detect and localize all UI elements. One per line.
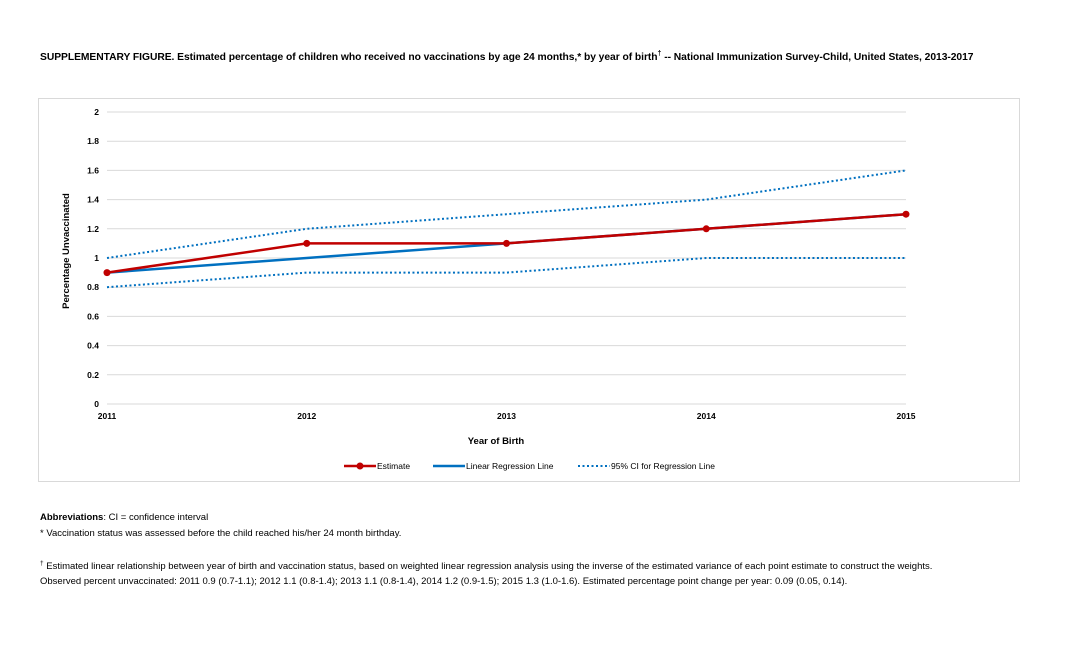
dagger-note-line1: Estimated linear relationship between ye… (43, 561, 933, 572)
title-dagger: † (657, 50, 662, 58)
y-tick-label: 0.8 (87, 282, 99, 292)
estimate-point-2014 (702, 225, 710, 233)
legend: Estimate Linear Regression Line 95% CI for… (344, 461, 715, 471)
series-line-95-ci-for-regression-line (106, 169, 907, 259)
chart-frame (38, 98, 1020, 482)
x-tick-label: 2014 (697, 411, 716, 421)
legend-label-estimate: Estimate (377, 461, 410, 471)
estimate-point-2012 (303, 239, 311, 247)
y-tick-label: 0.6 (87, 311, 99, 321)
y-tick-label: 0 (94, 399, 99, 409)
x-tick-label: 2015 (897, 411, 916, 421)
estimate-point-2011 (103, 269, 111, 277)
y-tick-label: 1.6 (87, 165, 99, 175)
series-group (103, 169, 910, 289)
x-axis-ticks: 2011 2012 2013 2014 2015 (98, 411, 916, 421)
dagger-mark: † (40, 559, 44, 567)
dagger-note: † Estimated linear relationship between … (40, 559, 1040, 589)
series-line-95-ci-for-regression-line-lower (106, 257, 906, 289)
x-tick-label: 2012 (297, 411, 316, 421)
title-main: SUPPLEMENTARY FIGURE. Estimated percenta… (40, 52, 658, 63)
y-tick-label: 1.2 (87, 224, 99, 234)
dagger-note-line2: Observed percent unvaccinated: 2011 0.9 … (40, 576, 848, 587)
x-tick-label: 2011 (98, 411, 117, 421)
y-tick-label: 0.2 (87, 370, 99, 380)
y-axis-title: Percentage Unvaccinated (61, 193, 72, 309)
y-tick-label: 1.4 (87, 195, 99, 205)
x-tick-label: 2013 (497, 411, 516, 421)
figure-title: SUPPLEMENTARY FIGURE. Estimated percenta… (40, 49, 1030, 66)
legend-label-ci: 95% CI for Regression Line (611, 461, 715, 471)
y-tick-label: 1.8 (87, 136, 99, 146)
estimate-point-2015 (902, 210, 910, 218)
y-tick-label: 0.4 (87, 341, 99, 351)
abbreviations-text: : CI = confidence interval (103, 512, 209, 523)
estimate-point-2013 (503, 239, 510, 247)
abbreviations-note: Abbreviations: CI = confidence interval (40, 510, 1040, 525)
legend-estimate-marker (356, 462, 364, 470)
abbreviations-label: Abbreviations (40, 512, 104, 523)
legend-label-regression: Linear Regression Line (466, 461, 554, 471)
asterisk-note: * Vaccination status was assessed before… (40, 528, 402, 539)
y-axis-ticks: 0 0.2 0.4 0.6 0.8 1 1.2 1.4 1.6 1.8 2 (87, 107, 99, 409)
y-tick-label: 1 (94, 253, 99, 263)
title-rest: -- National Immunization Survey-Child, U… (661, 52, 974, 63)
x-axis-title: Year of Birth (468, 436, 525, 447)
y-tick-label: 2 (94, 107, 99, 117)
